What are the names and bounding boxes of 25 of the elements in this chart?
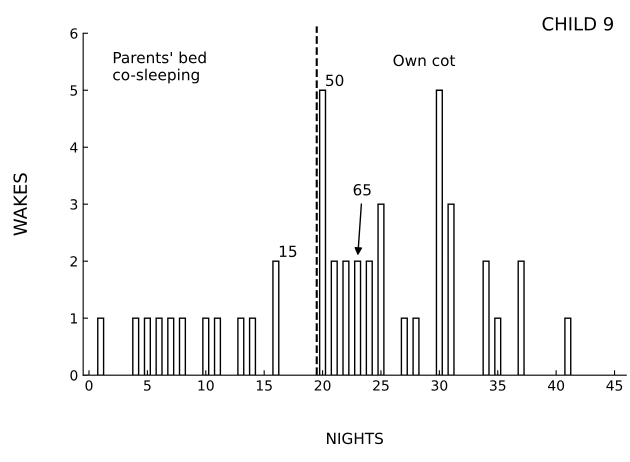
x-tick-label: 10: [198, 380, 214, 391]
x-tick-label: 35: [490, 380, 506, 391]
x-tick-label: 15: [256, 380, 272, 391]
x-tick-label: 30: [432, 380, 448, 391]
y-tick-label: 3: [70, 199, 78, 210]
annotation: 65: [354, 184, 371, 196]
x-tick-label: 5: [144, 380, 151, 391]
y-tick-label: 1: [70, 313, 78, 324]
x-tick-label: 40: [548, 380, 564, 391]
y-tick-label: 5: [70, 85, 78, 96]
x-tick-label: 20: [314, 380, 330, 391]
y-tick-label: 2: [70, 256, 77, 266]
chart-title: CHILD 9: [542, 16, 613, 31]
annotation: Parents' bed co-sleeping: [113, 52, 206, 84]
annotation: 50: [326, 74, 344, 86]
x-tick-label: 45: [606, 380, 622, 391]
y-tick-label: 0: [70, 370, 78, 381]
x-tick-label: 25: [373, 380, 389, 391]
x-axis-title: NIGHTS: [327, 432, 383, 444]
y-axis-title: WAKES: [13, 173, 28, 236]
annotation: 15: [280, 246, 296, 258]
x-tick-label: 0: [85, 380, 92, 391]
y-tick-label: 6: [70, 28, 78, 39]
annotation: Own cot: [394, 54, 456, 66]
y-tick-label: 4: [70, 142, 78, 152]
